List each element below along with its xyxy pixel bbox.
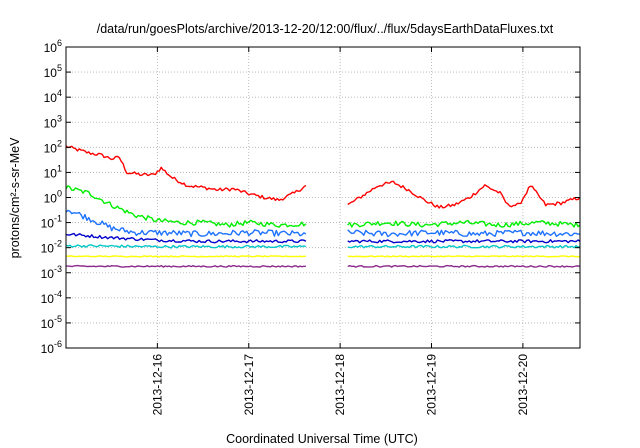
series-line xyxy=(347,229,581,238)
y-tick-label: 10-1 xyxy=(41,214,62,231)
series-line xyxy=(347,255,581,258)
series-line xyxy=(65,244,307,249)
series-line xyxy=(347,239,581,244)
y-tick-label: 105 xyxy=(44,63,62,80)
y-tick-label: 103 xyxy=(44,113,62,130)
y-tick-label: 106 xyxy=(44,38,62,55)
series-layer xyxy=(65,145,581,268)
x-tick-label: 2013-12-19 xyxy=(425,354,439,416)
series-line xyxy=(347,219,581,228)
y-tick-label: 10-5 xyxy=(41,314,62,331)
x-tick-label: 2013-12-20 xyxy=(516,354,530,416)
x-axis-title: Coordinated Universal Time (UTC) xyxy=(226,432,418,446)
x-axis: 2013-12-16 2013-12-17 2013-12-18 2013-12-19… xyxy=(150,47,530,415)
series-line xyxy=(65,145,307,201)
x-tick-label: 2013-12-16 xyxy=(150,354,164,416)
series-line xyxy=(347,264,581,268)
y-tick-label: 10-6 xyxy=(41,339,62,356)
y-tick-label: 10-2 xyxy=(41,239,62,256)
y-axis-title: protons/cm²-s-sr-MeV xyxy=(8,137,22,259)
y-tick-label: 101 xyxy=(44,163,62,180)
y-tick-label: 10-4 xyxy=(41,289,62,306)
y-axis: 10-6 10-5 10-4 10-3 10-2 10-1 100 101 102 103 104 1… xyxy=(41,38,580,356)
y-tick-label: 10-3 xyxy=(41,264,62,281)
series-line xyxy=(347,180,581,209)
chart-title: /data/run/goesPlots/archive/2013-12-20/1… xyxy=(97,22,554,36)
x-tick-label: 2013-12-18 xyxy=(333,354,347,416)
y-tick-label: 102 xyxy=(44,138,62,155)
y-tick-label: 100 xyxy=(44,189,62,206)
series-line xyxy=(65,209,307,238)
x-tick-label: 2013-12-17 xyxy=(242,354,256,416)
series-line xyxy=(347,244,581,249)
series-line xyxy=(65,232,307,244)
series-line xyxy=(66,264,306,268)
series-line xyxy=(65,185,307,228)
series-line xyxy=(65,255,306,258)
y-tick-label: 104 xyxy=(44,88,62,105)
